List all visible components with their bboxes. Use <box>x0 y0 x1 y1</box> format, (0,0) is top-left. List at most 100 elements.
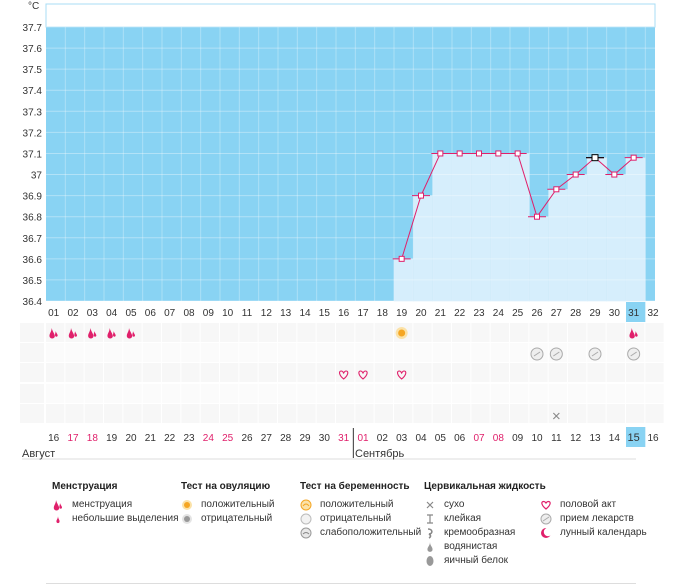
menstruation-drop-icon[interactable] <box>49 328 58 339</box>
event-cell[interactable] <box>65 343 84 362</box>
event-cell[interactable] <box>316 343 335 362</box>
event-cell[interactable] <box>626 404 645 423</box>
event-cell[interactable] <box>471 384 490 403</box>
x-top-label[interactable]: 18 <box>377 308 389 319</box>
x-bottom-label[interactable]: 06 <box>454 433 466 444</box>
x-top-label[interactable]: 19 <box>396 308 408 319</box>
event-cell[interactable] <box>316 363 335 382</box>
event-cell[interactable] <box>626 384 645 403</box>
event-cell[interactable] <box>587 384 606 403</box>
x-bottom-label[interactable]: 04 <box>415 433 427 444</box>
event-cell[interactable] <box>84 343 103 362</box>
x-top-label[interactable]: 32 <box>647 308 659 319</box>
x-bottom-label[interactable]: 20 <box>125 433 137 444</box>
x-top-label[interactable]: 28 <box>570 308 582 319</box>
x-bottom-label[interactable]: 17 <box>67 433 79 444</box>
event-cell[interactable] <box>278 323 297 342</box>
event-cell[interactable] <box>587 323 606 342</box>
event-cell[interactable] <box>626 323 645 342</box>
x-bottom-label[interactable]: 27 <box>261 433 273 444</box>
event-cell[interactable] <box>123 384 142 403</box>
x-bottom-label[interactable]: 21 <box>145 433 157 444</box>
event-cell[interactable] <box>84 404 103 423</box>
event-cell[interactable] <box>239 343 258 362</box>
event-cell[interactable] <box>452 404 471 423</box>
event-cell[interactable] <box>606 323 625 342</box>
event-cell[interactable] <box>432 384 451 403</box>
event-cell[interactable] <box>142 343 161 362</box>
event-cell[interactable] <box>336 384 355 403</box>
x-bottom-label[interactable]: 31 <box>338 433 350 444</box>
event-cell[interactable] <box>529 404 548 423</box>
x-bottom-label[interactable]: 29 <box>299 433 311 444</box>
event-cell[interactable] <box>123 404 142 423</box>
event-cell[interactable] <box>258 384 277 403</box>
x-bottom-label[interactable]: 05 <box>435 433 447 444</box>
event-cell[interactable] <box>297 384 316 403</box>
x-top-label[interactable]: 22 <box>454 308 466 319</box>
event-cell[interactable] <box>394 363 413 382</box>
event-cell[interactable] <box>645 404 664 423</box>
x-top-label[interactable]: 16 <box>338 308 350 319</box>
event-cell[interactable] <box>490 343 509 362</box>
selected-point[interactable] <box>591 154 599 162</box>
event-cell[interactable] <box>104 323 123 342</box>
event-cell[interactable] <box>394 404 413 423</box>
event-cell[interactable] <box>181 384 200 403</box>
event-cell[interactable] <box>162 343 181 362</box>
x-bottom-label[interactable]: 16 <box>647 433 659 444</box>
x-top-label[interactable]: 11 <box>242 308 253 319</box>
x-bottom-label[interactable]: 16 <box>48 433 60 444</box>
event-cell[interactable] <box>162 363 181 382</box>
x-bottom-label[interactable]: 01 <box>357 433 369 444</box>
x-top-label[interactable]: 06 <box>145 308 157 319</box>
event-cell[interactable] <box>297 323 316 342</box>
event-cell[interactable] <box>355 343 374 362</box>
temperature-point[interactable] <box>456 150 463 157</box>
event-cell[interactable] <box>278 363 297 382</box>
x-bottom-label[interactable]: 10 <box>531 433 543 444</box>
event-cell[interactable] <box>297 404 316 423</box>
x-top-label[interactable]: 04 <box>106 308 118 319</box>
event-cell[interactable] <box>181 404 200 423</box>
menstruation-drop-icon[interactable] <box>629 328 638 339</box>
event-cell[interactable] <box>123 363 142 382</box>
event-cell[interactable] <box>278 343 297 362</box>
x-top-label[interactable]: 01 <box>48 308 60 319</box>
temperature-point[interactable] <box>495 150 502 157</box>
event-cell[interactable] <box>162 323 181 342</box>
x-bottom-label[interactable]: 15 <box>628 432 640 444</box>
event-cell[interactable] <box>65 323 84 342</box>
event-cell[interactable] <box>297 343 316 362</box>
event-cell[interactable] <box>336 323 355 342</box>
event-cell[interactable] <box>142 404 161 423</box>
event-cell[interactable] <box>181 323 200 342</box>
event-cell[interactable] <box>65 404 84 423</box>
event-cell[interactable] <box>46 343 65 362</box>
event-cell[interactable] <box>645 363 664 382</box>
x-bottom-label[interactable]: 24 <box>203 433 215 444</box>
event-cell[interactable] <box>529 384 548 403</box>
x-bottom-label[interactable]: 02 <box>377 433 389 444</box>
event-cell[interactable] <box>258 323 277 342</box>
event-cell[interactable] <box>239 363 258 382</box>
x-top-label[interactable]: 14 <box>299 308 311 319</box>
event-cell[interactable] <box>568 323 587 342</box>
x-top-label[interactable]: 05 <box>125 308 137 319</box>
x-top-label[interactable]: 26 <box>531 308 543 319</box>
event-cell[interactable] <box>65 363 84 382</box>
event-cell[interactable] <box>278 404 297 423</box>
event-cell[interactable] <box>336 363 355 382</box>
event-cell[interactable] <box>239 384 258 403</box>
event-cell[interactable] <box>548 323 567 342</box>
x-top-label[interactable]: 10 <box>222 308 234 319</box>
event-cell[interactable] <box>104 404 123 423</box>
x-top-label[interactable]: 20 <box>415 308 427 319</box>
x-bottom-label[interactable]: 23 <box>183 433 195 444</box>
event-cell[interactable] <box>568 363 587 382</box>
event-cell[interactable] <box>413 343 432 362</box>
event-cell[interactable] <box>413 404 432 423</box>
event-cell[interactable] <box>162 404 181 423</box>
event-cell[interactable] <box>568 404 587 423</box>
event-cell[interactable] <box>316 384 335 403</box>
